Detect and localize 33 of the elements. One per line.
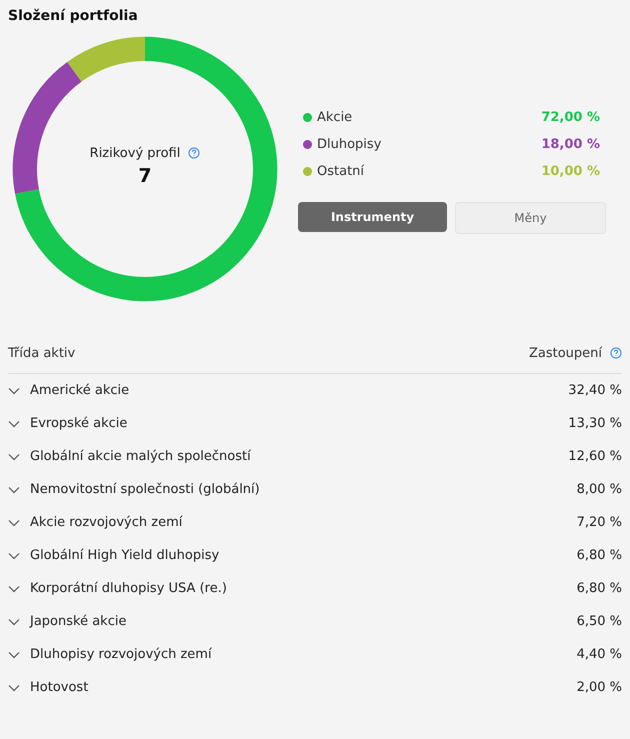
data-label: 72,00 % — [541, 110, 600, 125]
text: 6,50 % — [576, 614, 622, 629]
text: 2,00 % — [576, 680, 622, 695]
category-label: Japonské akcie — [30, 614, 128, 629]
text: Rizikový profil — [90, 146, 180, 161]
data-label: 18,00 % — [541, 137, 600, 152]
text: 4,40 % — [576, 647, 622, 662]
category-label: Evropské akcie — [30, 416, 128, 431]
legend-label: Ostatní — [317, 164, 364, 179]
text: 6,80 % — [576, 548, 622, 563]
category-label: Korporátní dluhopisy USA (re.) — [30, 581, 228, 596]
text: 7 — [137, 165, 153, 187]
category-label: Nemovitostní společnosti (globální) — [30, 482, 261, 497]
text: 7,20 % — [576, 515, 622, 530]
text: Třída aktiv — [8, 346, 76, 361]
category-label: Globální High Yield dluhopisy — [30, 548, 220, 563]
chart-title: Složení portfolia — [8, 8, 139, 24]
text: Instrumenty — [298, 202, 447, 232]
text: 6,80 % — [576, 581, 622, 596]
category-label: Americké akcie — [30, 383, 130, 398]
category-label: Dluhopisy rozvojových zemí — [30, 647, 213, 662]
text: 32,40 % — [568, 383, 622, 398]
text: 12,60 % — [568, 449, 622, 464]
category-label: Akcie rozvojových zemí — [30, 515, 184, 530]
text: Zastoupení — [528, 346, 604, 361]
text: 8,00 % — [576, 482, 622, 497]
legend-label: Dluhopisy — [317, 137, 382, 152]
text: 13,30 % — [568, 416, 622, 431]
category-label: Globální akcie malých společností — [30, 449, 252, 464]
legend-label: Akcie — [317, 110, 352, 125]
data-label: 10,00 % — [541, 164, 600, 179]
category-label: Hotovost — [30, 680, 90, 695]
text: Měny — [455, 202, 606, 234]
